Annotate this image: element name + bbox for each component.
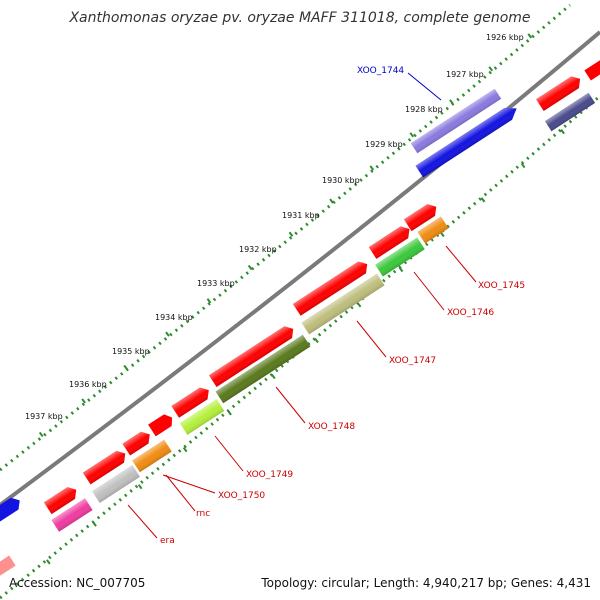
ruler-tick bbox=[81, 398, 86, 404]
gene-red-4[interactable] bbox=[208, 323, 297, 388]
label-leader-lines bbox=[127, 72, 477, 539]
genome-backbone bbox=[0, 30, 600, 507]
gene-far-right-red[interactable] bbox=[584, 59, 600, 81]
label-xoo-1748: XOO_1748 bbox=[308, 422, 355, 432]
ruler-tick bbox=[137, 484, 143, 490]
ruler-tick bbox=[38, 431, 44, 438]
ruler-tick bbox=[369, 165, 375, 171]
gene-xoo-1748[interactable] bbox=[215, 334, 311, 404]
gene-red-8[interactable] bbox=[82, 448, 129, 485]
ruler-tick bbox=[206, 298, 212, 304]
kbp-tick-1934: 1934 kbp bbox=[155, 313, 193, 322]
kbp-ruler-inner bbox=[0, 94, 600, 600]
ruler-tick bbox=[46, 559, 51, 565]
gene-xoo-1750[interactable] bbox=[132, 439, 172, 473]
ruler-tick bbox=[409, 132, 415, 138]
gene-upper-right-red[interactable] bbox=[536, 73, 584, 111]
ruler-tick bbox=[182, 447, 188, 453]
label-xoo-1744: XOO_1744 bbox=[357, 66, 404, 76]
map-title: Xanthomonas oryzae pv. oryzae MAFF 31101… bbox=[69, 10, 531, 26]
ruler-tick bbox=[488, 66, 494, 72]
kbp-tick-1931: 1931 kbp bbox=[282, 211, 320, 220]
gene-red-2[interactable] bbox=[368, 223, 414, 259]
kbp-tick-1929: 1929 kbp bbox=[365, 140, 403, 149]
label-era: era bbox=[160, 536, 175, 546]
gene-red-1[interactable] bbox=[403, 201, 440, 232]
ruler-tick bbox=[165, 331, 170, 337]
ruler-tick bbox=[329, 198, 334, 204]
ruler-tick bbox=[520, 162, 526, 169]
gene-rnc[interactable] bbox=[92, 465, 140, 503]
label-xoo-1746: XOO_1746 bbox=[447, 308, 494, 318]
kbp-tick-labels: 1926 kbp 1927 kbp 1928 kbp 1929 kbp 1930… bbox=[25, 33, 524, 421]
gene-xoo-1744[interactable] bbox=[415, 103, 521, 178]
label-rnc: rnc bbox=[196, 509, 210, 519]
ruler-tick bbox=[288, 231, 294, 237]
kbp-tick-1930: 1930 kbp bbox=[322, 176, 360, 185]
ruler-tick bbox=[314, 337, 319, 344]
label-xoo-1747: XOO_1747 bbox=[389, 356, 436, 366]
gene-xoo-1746[interactable] bbox=[375, 237, 425, 277]
kbp-tick-1933: 1933 kbp bbox=[197, 279, 235, 288]
gene-xoo-1745[interactable] bbox=[417, 216, 449, 244]
gene-era[interactable] bbox=[51, 498, 93, 532]
gene-xoo-1747[interactable] bbox=[301, 273, 385, 335]
kbp-tick-1928: 1928 kbp bbox=[405, 105, 443, 114]
accession-text: Accession: NC_007705 bbox=[9, 576, 146, 590]
label-xoo-1745: XOO_1745 bbox=[478, 281, 525, 291]
gene-red-9[interactable] bbox=[43, 484, 80, 515]
kbp-tick-1932: 1932 kbp bbox=[239, 245, 277, 254]
ruler-tick bbox=[560, 129, 565, 135]
gene-red-5[interactable] bbox=[171, 384, 212, 418]
label-xoo-1750: XOO_1750 bbox=[218, 491, 265, 501]
kbp-ruler-outer bbox=[0, 3, 571, 472]
kbp-tick-1937: 1937 kbp bbox=[25, 412, 63, 421]
gene-xoo-1744-outer[interactable] bbox=[410, 88, 502, 154]
ruler-tick bbox=[480, 197, 486, 203]
ruler-tick bbox=[527, 33, 533, 39]
genome-summary-text: Topology: circular; Length: 4,940,217 bp… bbox=[261, 576, 591, 590]
gene-labels: XOO_1744 XOO_1745 XOO_1746 XOO_1747 XOO_… bbox=[160, 66, 525, 546]
kbp-tick-1926: 1926 kbp bbox=[486, 33, 524, 42]
ruler-tick bbox=[440, 231, 445, 238]
kbp-tick-1927: 1927 kbp bbox=[446, 70, 484, 79]
gene-red-3[interactable] bbox=[292, 258, 371, 316]
gene-blue-left-edge[interactable] bbox=[0, 495, 24, 522]
kbp-tick-1936: 1936 kbp bbox=[69, 380, 107, 389]
gene-pink-left-edge[interactable] bbox=[0, 555, 16, 577]
gene-upper-right-navy[interactable] bbox=[544, 92, 596, 132]
gene-red-6[interactable] bbox=[148, 412, 176, 437]
kbp-tick-1935: 1935 kbp bbox=[112, 347, 150, 356]
gene-xoo-1749[interactable] bbox=[179, 399, 225, 435]
gene-red-7[interactable] bbox=[122, 429, 153, 456]
label-xoo-1749: XOO_1749 bbox=[246, 470, 293, 480]
ruler-tick bbox=[247, 264, 253, 271]
